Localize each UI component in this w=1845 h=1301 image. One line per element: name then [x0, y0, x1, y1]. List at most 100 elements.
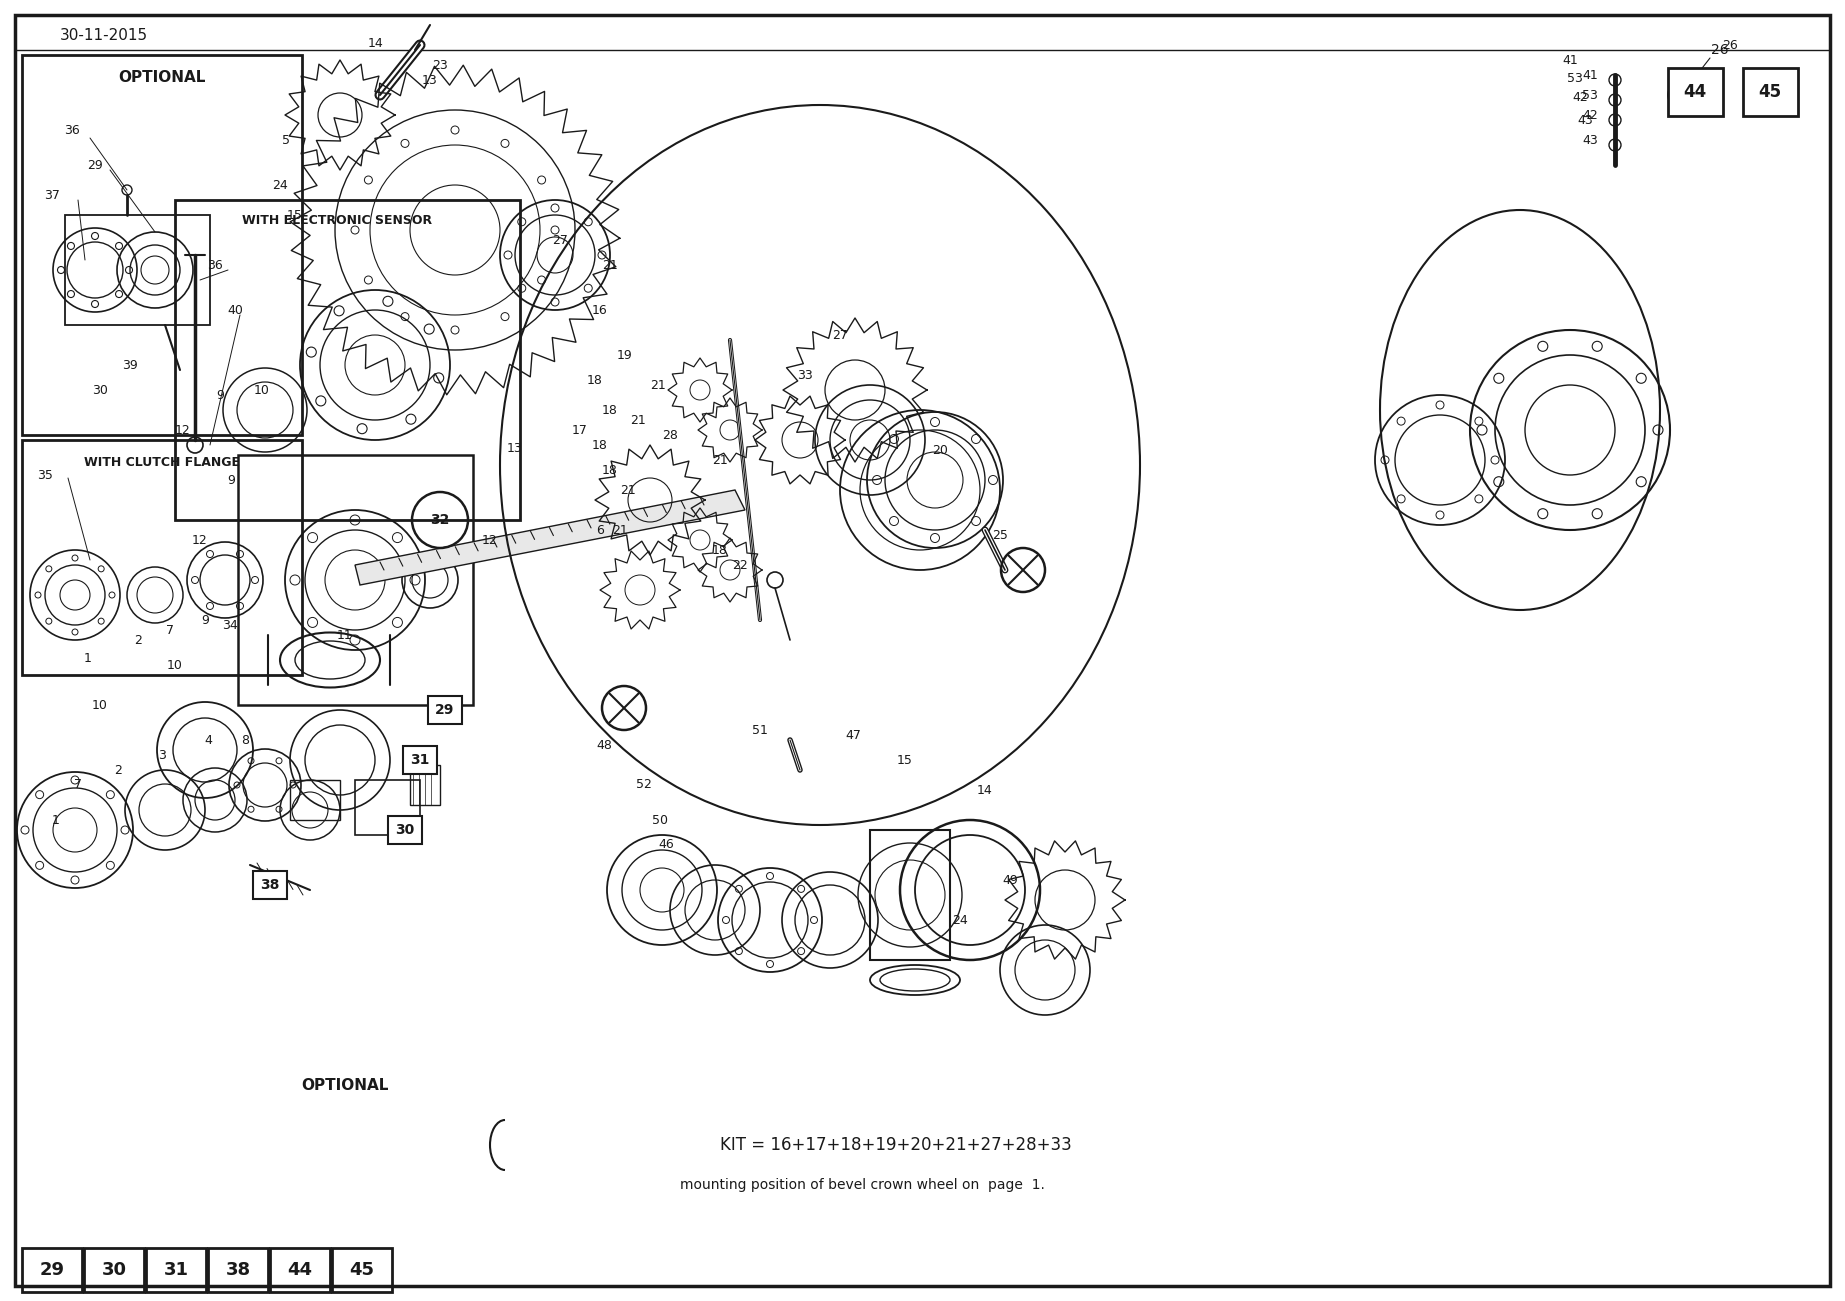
Text: 53: 53 — [1566, 72, 1583, 85]
Text: 31: 31 — [410, 753, 430, 768]
Text: OPTIONAL: OPTIONAL — [301, 1077, 389, 1093]
Text: 51: 51 — [753, 723, 768, 736]
Text: 10: 10 — [255, 384, 269, 397]
Text: 33: 33 — [797, 368, 814, 381]
Text: 1: 1 — [52, 813, 59, 826]
Text: 18: 18 — [601, 403, 618, 416]
Text: 47: 47 — [845, 729, 862, 742]
Text: 9: 9 — [227, 474, 234, 487]
Text: 2: 2 — [135, 634, 142, 647]
Text: 44: 44 — [1683, 83, 1707, 101]
Text: 49: 49 — [1002, 873, 1018, 886]
Text: 28: 28 — [662, 428, 677, 441]
Text: 21: 21 — [712, 454, 729, 467]
Bar — [387, 816, 423, 844]
Text: KIT = 16+17+18+19+20+21+27+28+33: KIT = 16+17+18+19+20+21+27+28+33 — [720, 1136, 1072, 1154]
Text: 12: 12 — [192, 533, 208, 546]
Text: 41: 41 — [1563, 53, 1577, 66]
Text: 11: 11 — [338, 628, 352, 641]
Bar — [402, 745, 437, 774]
Bar — [428, 696, 461, 723]
Text: 5: 5 — [282, 134, 290, 147]
Text: 30: 30 — [101, 1261, 127, 1279]
Text: 45: 45 — [1758, 83, 1782, 101]
Text: 8: 8 — [242, 734, 249, 747]
Text: 22: 22 — [732, 558, 747, 571]
Text: 45: 45 — [349, 1261, 375, 1279]
Text: 37: 37 — [44, 189, 59, 202]
Text: 27: 27 — [832, 328, 849, 341]
Text: 25: 25 — [993, 528, 1007, 541]
Text: 13: 13 — [423, 73, 437, 86]
Text: 15: 15 — [288, 208, 303, 221]
Text: 23: 23 — [432, 59, 448, 72]
Bar — [1742, 68, 1797, 116]
Text: 42: 42 — [1583, 108, 1598, 121]
Text: 21: 21 — [613, 523, 627, 536]
Text: 1: 1 — [85, 652, 92, 665]
Text: 15: 15 — [897, 753, 913, 766]
Text: 12: 12 — [482, 533, 498, 546]
Text: 10: 10 — [92, 699, 109, 712]
Text: mounting position of bevel crown wheel on  page  1.: mounting position of bevel crown wheel o… — [681, 1177, 1044, 1192]
Text: 30-11-2015: 30-11-2015 — [61, 29, 148, 43]
Text: 18: 18 — [587, 373, 603, 386]
Polygon shape — [354, 490, 745, 585]
Text: 40: 40 — [227, 303, 244, 316]
Bar — [269, 1248, 330, 1292]
Text: 43: 43 — [1583, 134, 1598, 147]
Text: 36: 36 — [207, 259, 223, 272]
Text: 21: 21 — [649, 379, 666, 392]
Text: 17: 17 — [572, 424, 589, 437]
Bar — [253, 870, 288, 899]
Bar — [208, 1248, 268, 1292]
Text: 38: 38 — [225, 1261, 251, 1279]
Text: 50: 50 — [651, 813, 668, 826]
Bar — [871, 830, 950, 960]
Bar — [238, 455, 472, 705]
Text: 34: 34 — [221, 618, 238, 631]
Text: 31: 31 — [164, 1261, 188, 1279]
Text: 41: 41 — [1583, 69, 1598, 82]
Text: 18: 18 — [601, 463, 618, 476]
Text: 16: 16 — [592, 303, 607, 316]
Text: 27: 27 — [552, 233, 568, 246]
Text: 13: 13 — [507, 441, 522, 454]
Text: WITH CLUTCH FLANGE: WITH CLUTCH FLANGE — [85, 455, 240, 468]
Text: 10: 10 — [168, 658, 183, 671]
Text: 35: 35 — [37, 468, 54, 481]
Text: 7: 7 — [74, 778, 81, 791]
Bar — [22, 1248, 81, 1292]
Text: 12: 12 — [175, 424, 190, 437]
Text: 30: 30 — [395, 824, 415, 837]
Bar — [354, 781, 421, 835]
Bar — [22, 440, 303, 675]
Text: 48: 48 — [596, 739, 613, 752]
Text: 30: 30 — [92, 384, 109, 397]
Text: 26: 26 — [1721, 39, 1738, 52]
Text: OPTIONAL: OPTIONAL — [118, 69, 205, 85]
Bar — [175, 200, 520, 520]
Text: 18: 18 — [712, 544, 729, 557]
Bar — [1668, 68, 1723, 116]
Text: 29: 29 — [39, 1261, 65, 1279]
Text: 43: 43 — [1577, 113, 1592, 126]
Text: 38: 38 — [260, 878, 280, 892]
Bar — [410, 765, 439, 805]
Text: 2: 2 — [114, 764, 122, 777]
Text: 20: 20 — [932, 444, 948, 457]
Text: 21: 21 — [631, 414, 646, 427]
Text: 6: 6 — [596, 523, 603, 536]
Text: 24: 24 — [271, 178, 288, 191]
Text: 42: 42 — [1572, 91, 1589, 104]
Text: 14: 14 — [978, 783, 993, 796]
Text: 26: 26 — [1710, 43, 1729, 57]
Text: 7: 7 — [166, 623, 173, 636]
Text: 29: 29 — [87, 159, 103, 172]
Text: 9: 9 — [201, 614, 208, 627]
Text: 3: 3 — [159, 748, 166, 761]
Text: WITH ELECTRONIC SENSOR: WITH ELECTRONIC SENSOR — [242, 213, 432, 226]
Bar — [22, 55, 303, 435]
Text: 52: 52 — [637, 778, 651, 791]
Text: 24: 24 — [952, 913, 969, 926]
